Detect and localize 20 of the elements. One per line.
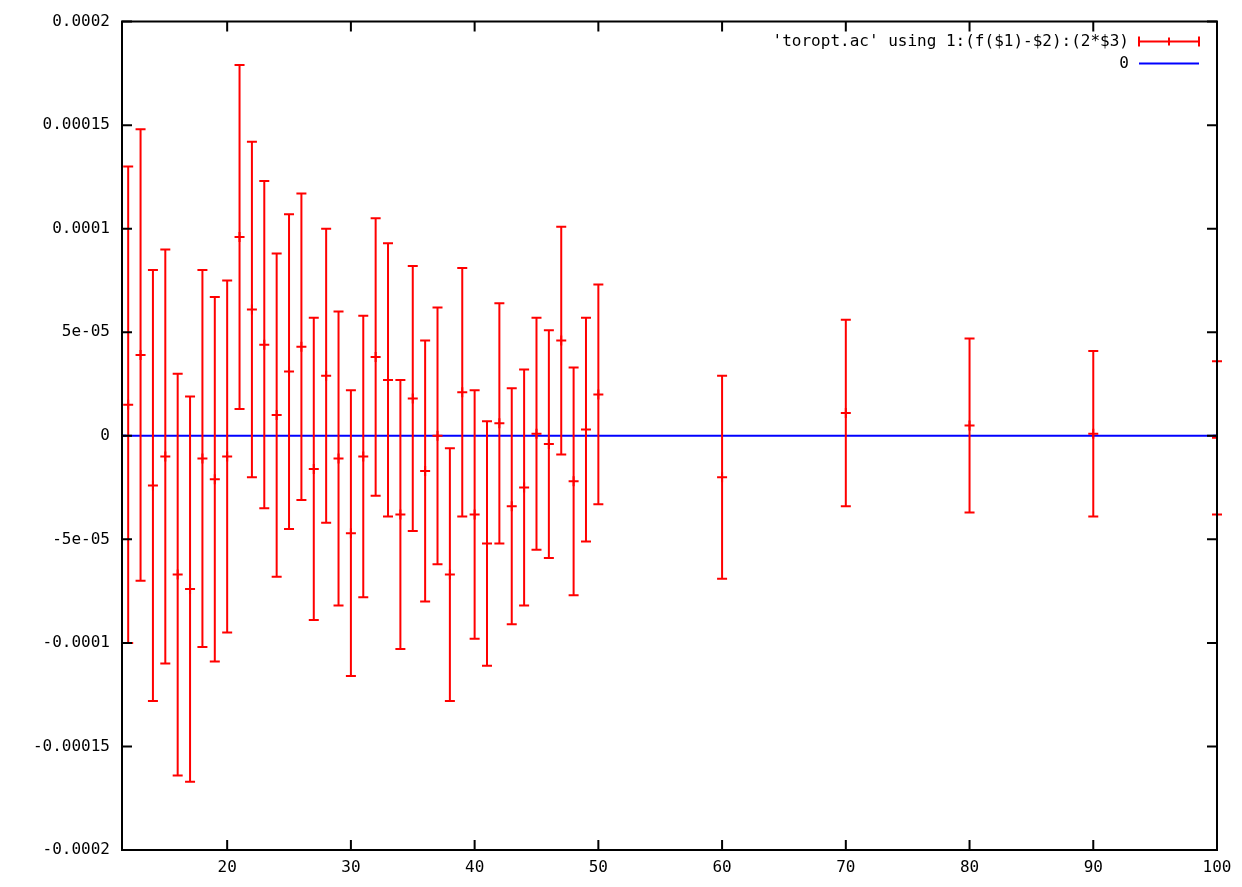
y-tick-label: -5e-05 — [52, 528, 110, 548]
x-tick-label: 70 — [836, 856, 856, 876]
y-tick-label: -0.0002 — [42, 839, 110, 859]
y-tick-label: 0.0001 — [52, 217, 110, 237]
y-tick-label: -0.0001 — [42, 632, 110, 652]
x-tick-label: 60 — [712, 856, 732, 876]
x-tick-label: 40 — [464, 856, 485, 876]
y-tick-label: 0 — [100, 424, 110, 444]
x-tick-label: 30 — [341, 856, 361, 876]
legend-label: 'toropt.ac' using 1:(f($1)-$2):(2*$3) — [772, 30, 1129, 50]
x-tick-label: 90 — [1083, 856, 1103, 876]
x-tick-label: 100 — [1202, 856, 1232, 876]
x-tick-label: 80 — [959, 856, 980, 876]
y-tick-label: -0.00015 — [32, 735, 110, 755]
legend-label: 0 — [1119, 52, 1129, 72]
y-tick-label: 5e-05 — [61, 321, 110, 341]
x-tick-label: 20 — [217, 856, 237, 876]
x-tick-label: 50 — [588, 856, 608, 876]
y-tick-label: 0.0002 — [52, 10, 110, 30]
y-tick-label: 0.00015 — [42, 114, 110, 134]
